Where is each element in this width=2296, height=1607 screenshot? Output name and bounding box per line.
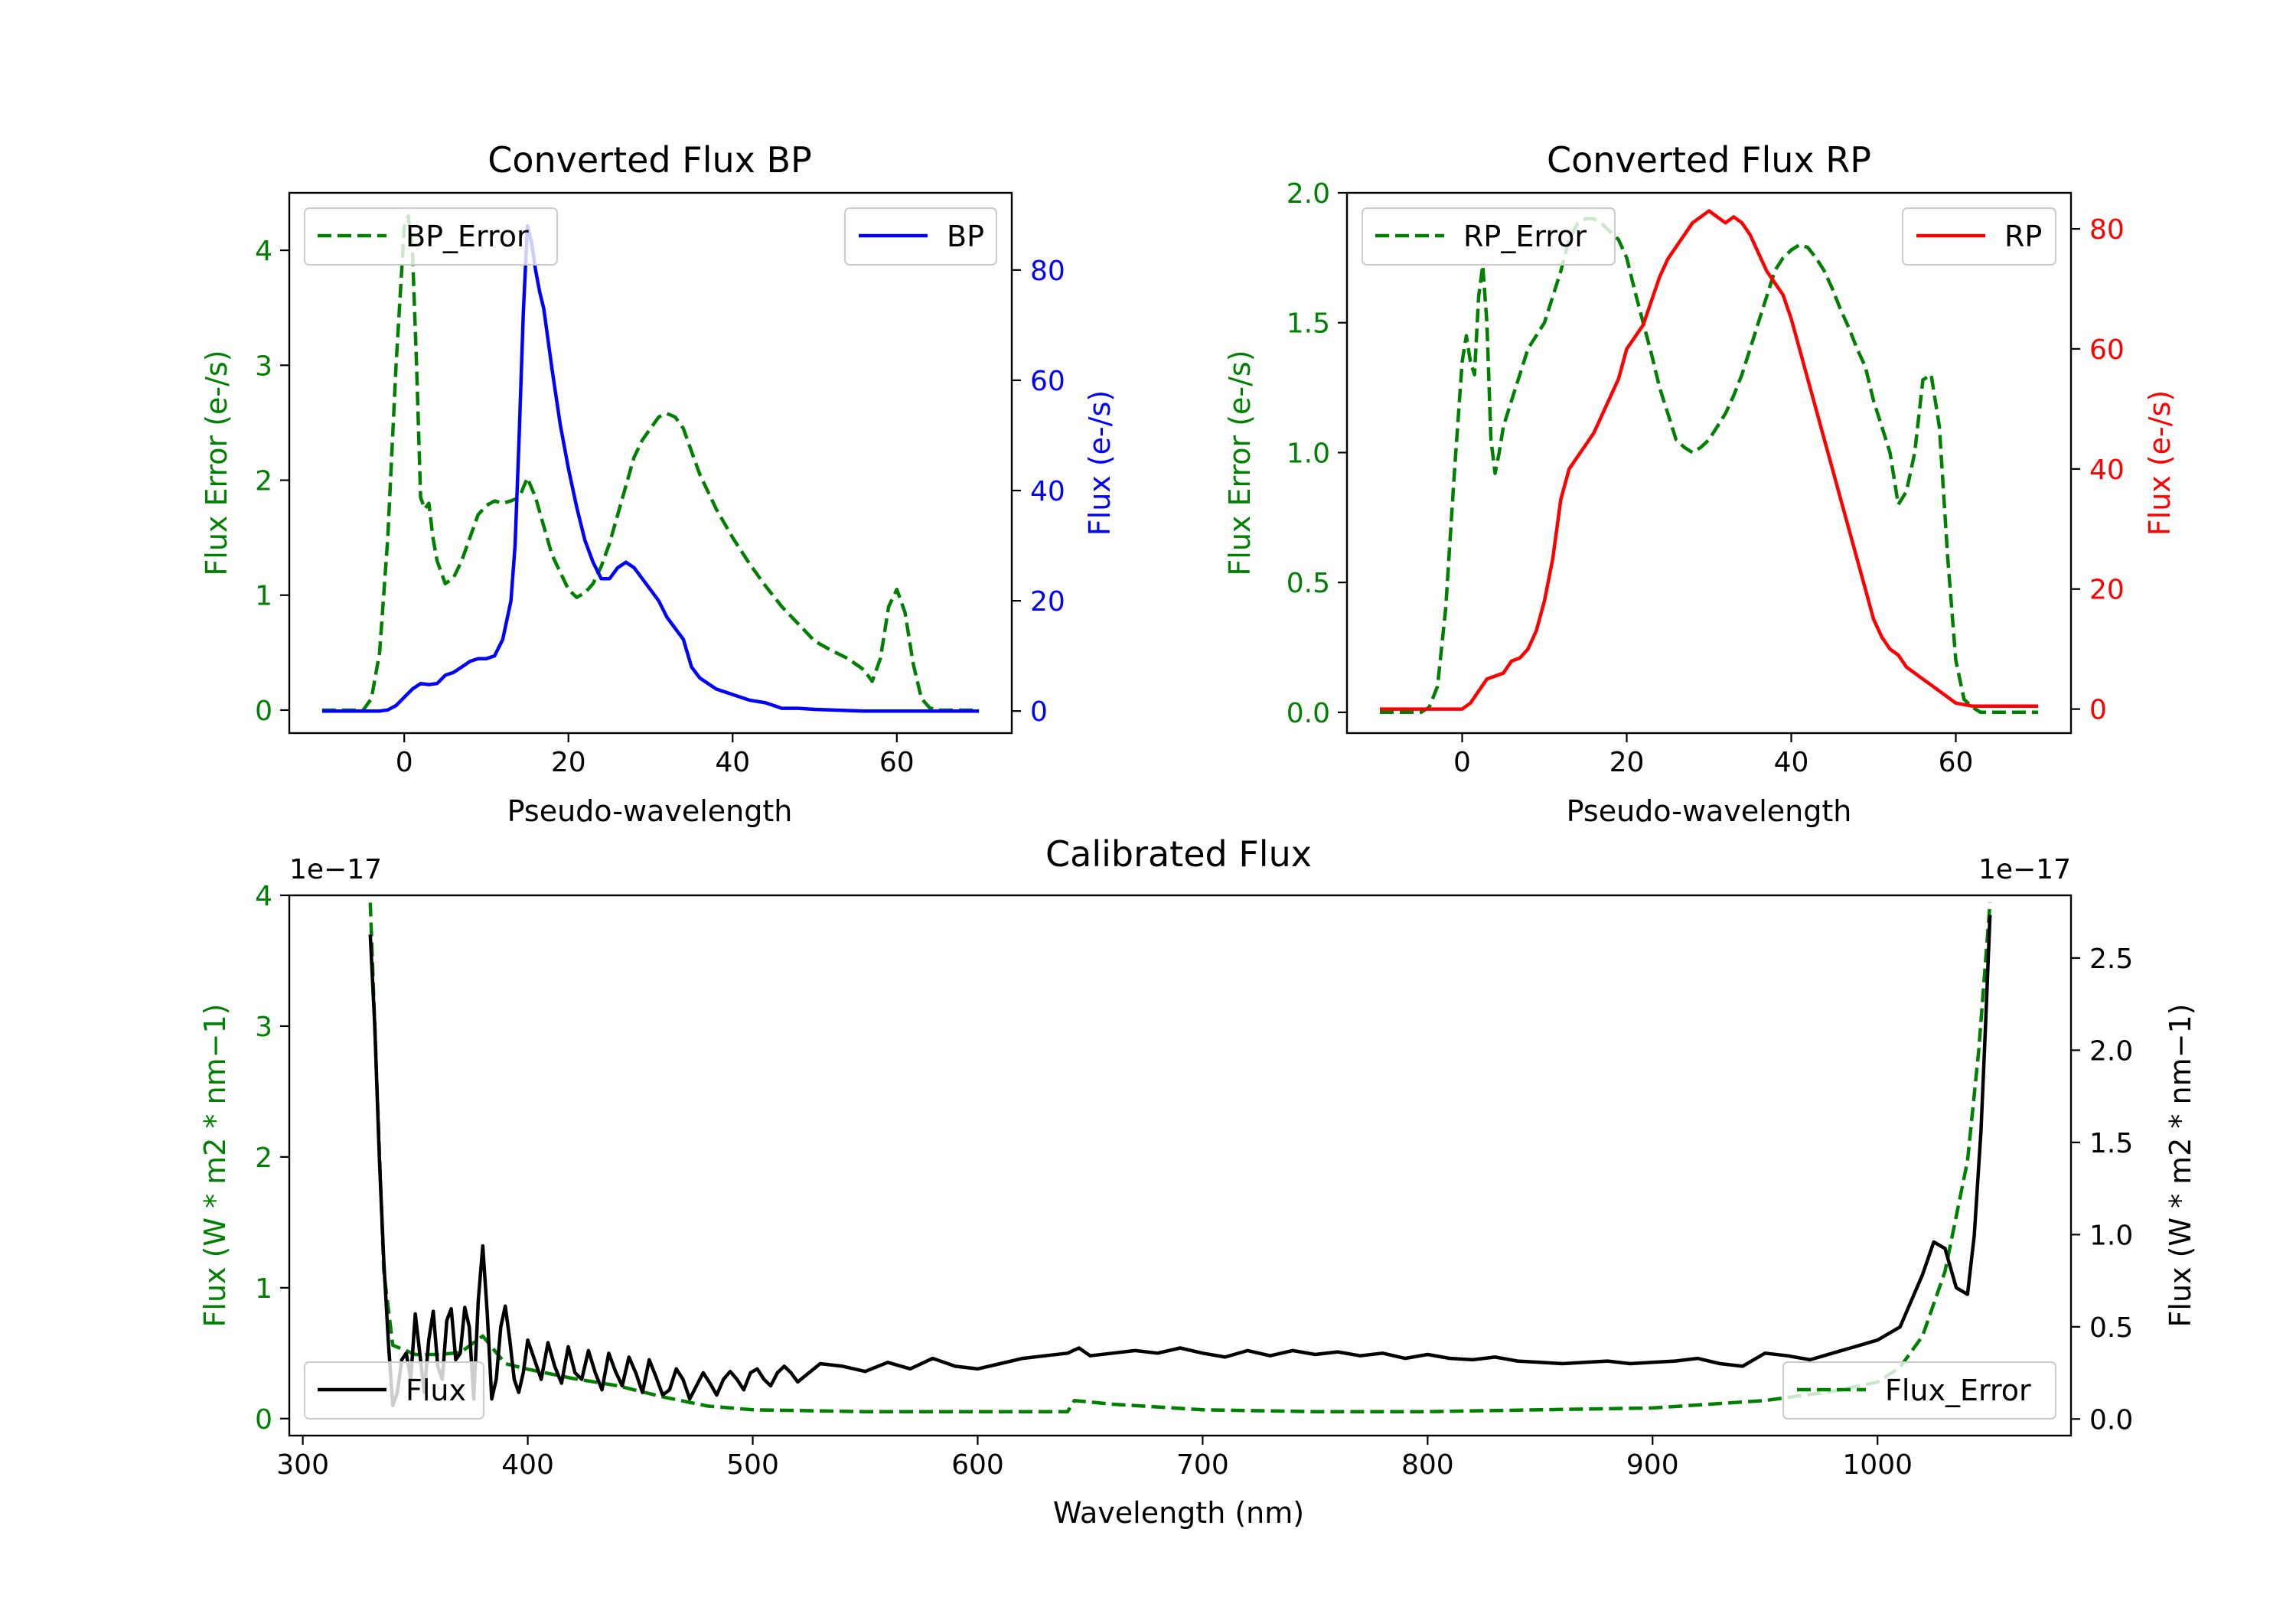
rp-left-ticks: 0.0 0.5 1.0 1.5 2.0 (1287, 178, 1347, 729)
cal-right-tick-label: 0.0 (2089, 1404, 2133, 1436)
rp-right-ticks: 0 20 40 60 80 (2071, 214, 2125, 726)
rp-right-tick-label: 20 (2089, 575, 2125, 606)
rp-x-tick-label: 0 (1453, 747, 1471, 778)
cal-left-tick-label: 0 (255, 1404, 272, 1436)
cal-left-offset-label: 1e−17 (289, 854, 382, 885)
rp-x-axis-label: Pseudo-wavelength (1567, 794, 1852, 828)
bp-left-tick-label: 4 (255, 236, 272, 267)
cal-right-axis-label: Flux (W * m2 * nm−1) (2164, 1004, 2197, 1328)
rp-series-rp (1380, 209, 2038, 711)
bp-right-tick-label: 20 (1030, 586, 1065, 618)
cal-legend-left-label: Flux (406, 1374, 466, 1407)
bp-x-ticks: 0 20 40 60 (396, 733, 915, 778)
bp-series-bp-error (321, 214, 980, 712)
rp-legend-left: RP_Error (1362, 207, 1616, 266)
rp-right-axis-label: Flux (e-/s) (2143, 390, 2177, 536)
bp-plot-area (321, 214, 980, 713)
rp-x-tick-label: 20 (1609, 747, 1645, 778)
rp-left-tick-label: 1.5 (1287, 308, 1330, 340)
cal-x-tick-label: 600 (951, 1449, 1004, 1481)
bp-right-axis-label: Flux (e-/s) (1083, 390, 1117, 536)
bp-legend-left: BP_Error (304, 207, 558, 266)
rp-left-tick-label: 0.0 (1287, 698, 1330, 729)
rp-x-tick-label: 60 (1939, 747, 1974, 778)
cal-left-tick-label: 3 (255, 1012, 272, 1043)
cal-x-tick-label: 400 (501, 1449, 554, 1481)
cal-x-ticks: 300 400 500 600 700 800 900 1000 (276, 1436, 1913, 1481)
bp-axes-frame (288, 191, 1013, 735)
rp-right-tick-label: 40 (2089, 455, 2125, 486)
rp-axes-frame (1345, 191, 2073, 735)
bp-right-tick-label: 40 (1030, 476, 1065, 507)
cal-left-axis-label: Flux (W * m2 * nm−1) (198, 1004, 232, 1328)
chart-title-rp: Converted Flux RP (1547, 139, 1871, 181)
bp-x-tick-label: 60 (879, 747, 915, 778)
bp-legend-right-label: BP (947, 220, 984, 253)
rp-legend-right: RP (1902, 207, 2056, 266)
cal-plot-area (368, 902, 1992, 1413)
cal-x-tick-label: 1000 (1842, 1449, 1913, 1481)
panel-converted-flux-bp: Converted Flux BP 0 20 40 60 0 1 2 3 4 0 20 40 60 8… (200, 139, 1117, 828)
cal-right-offset-label: 1e−17 (1978, 854, 2071, 885)
bp-right-tick-label: 80 (1030, 256, 1065, 287)
cal-legend-left: Flux (304, 1361, 484, 1420)
rp-right-tick-label: 60 (2089, 334, 2125, 366)
rp-series-rp-error (1380, 217, 2038, 715)
cal-x-tick-label: 800 (1401, 1449, 1454, 1481)
rp-x-ticks: 0 20 40 60 (1453, 733, 1973, 778)
bp-left-tick-label: 1 (255, 581, 272, 612)
rp-left-tick-label: 0.5 (1287, 568, 1330, 599)
bp-right-tick-label: 60 (1030, 366, 1065, 397)
rp-left-axis-label: Flux Error (e-/s) (1223, 350, 1257, 575)
bp-left-tick-label: 3 (255, 350, 272, 382)
cal-x-tick-label: 500 (726, 1449, 779, 1481)
panel-converted-flux-rp: Converted Flux RP 0 20 40 60 0.0 0.5 1.0 1.5 2.… (1223, 139, 2177, 828)
bp-x-tick-label: 20 (551, 747, 586, 778)
cal-right-tick-label: 2.5 (2089, 944, 2133, 975)
cal-left-tick-label: 1 (255, 1273, 272, 1305)
bp-legend-left-label: BP_Error (406, 220, 529, 253)
rp-right-tick-label: 80 (2089, 214, 2125, 246)
bp-x-axis-label: Pseudo-wavelength (507, 794, 793, 828)
bp-right-ticks: 0 20 40 60 80 (1012, 256, 1065, 728)
bp-legend-right: BP (844, 207, 997, 266)
panel-calibrated-flux: Calibrated Flux 1e−17 1e−17 300 400 500 600… (198, 833, 2197, 1530)
cal-right-ticks: 0.0 0.5 1.0 1.5 2.0 2.5 (2071, 944, 2133, 1436)
chart-title-bp: Converted Flux BP (488, 139, 812, 181)
cal-right-tick-label: 0.5 (2089, 1312, 2133, 1344)
bp-left-ticks: 0 1 2 3 4 (255, 236, 289, 727)
cal-left-tick-label: 2 (255, 1143, 272, 1174)
rp-legend-right-label: RP (2004, 220, 2042, 253)
bp-series-bp (321, 223, 980, 713)
cal-x-tick-label: 900 (1626, 1449, 1679, 1481)
cal-x-tick-label: 700 (1176, 1449, 1229, 1481)
rp-left-tick-label: 1.0 (1287, 438, 1330, 469)
cal-left-ticks: 0 1 2 3 4 (255, 881, 289, 1436)
cal-axes-frame (288, 894, 2073, 1437)
cal-series-flux (368, 914, 1992, 1407)
rp-legend-left-label: RP_Error (1463, 220, 1587, 253)
cal-right-tick-label: 1.0 (2089, 1220, 2133, 1251)
bp-left-tick-label: 2 (255, 466, 272, 497)
rp-x-tick-label: 40 (1774, 747, 1809, 778)
rp-plot-area (1380, 209, 2038, 715)
rp-right-tick-label: 0 (2089, 695, 2107, 726)
chart-title-calibrated: Calibrated Flux (1045, 833, 1312, 875)
bp-x-tick-label: 40 (715, 747, 750, 778)
bp-left-axis-label: Flux Error (e-/s) (200, 350, 233, 575)
cal-left-tick-label: 4 (255, 881, 272, 912)
bp-right-tick-label: 0 (1030, 696, 1048, 728)
cal-legend-right-label: Flux_Error (1885, 1374, 2031, 1407)
cal-legend-right: Flux_Error (1782, 1361, 2056, 1420)
bp-left-tick-label: 0 (255, 696, 272, 727)
cal-x-tick-label: 300 (276, 1449, 329, 1481)
cal-right-tick-label: 2.0 (2089, 1035, 2133, 1067)
rp-left-tick-label: 2.0 (1287, 178, 1330, 210)
cal-x-axis-label: Wavelength (nm) (1053, 1496, 1304, 1530)
cal-series-flux-error (368, 902, 1992, 1413)
bp-x-tick-label: 0 (396, 747, 413, 778)
cal-right-tick-label: 1.5 (2089, 1128, 2133, 1159)
